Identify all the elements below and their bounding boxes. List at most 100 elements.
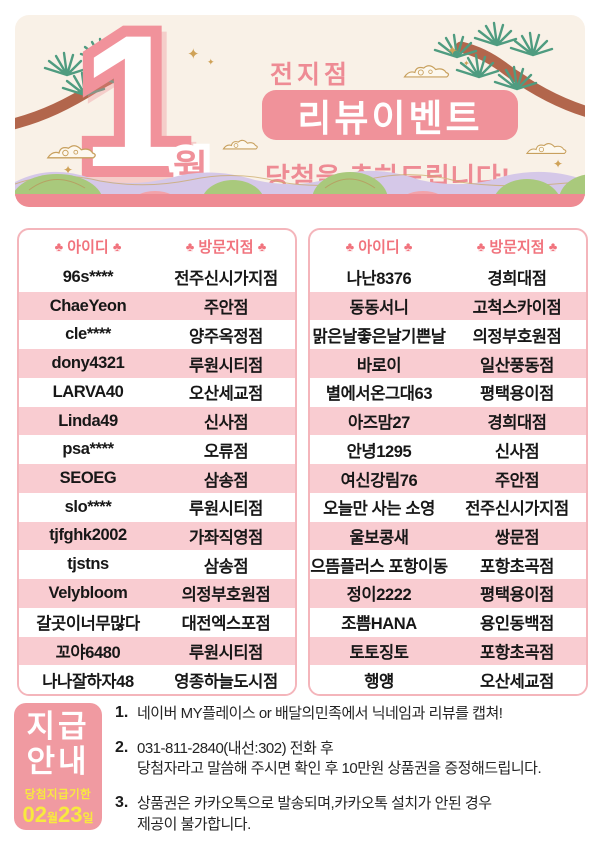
- winner-id: 울보콩새: [349, 528, 409, 547]
- winner-id: 바로이: [356, 356, 402, 375]
- branch-name: 경희대점: [487, 270, 547, 289]
- club-icon: ♣: [345, 239, 355, 254]
- branch-name: 오류점: [203, 442, 249, 461]
- winner-id: dony4321: [51, 354, 125, 373]
- table-body: 나난8376 경희대점 동동서니 고척스카이점 맑은날좋은날기쁜날 의정부호원점 바로이 일산…: [310, 263, 586, 694]
- winner-table-left: ♣ 아이디 ♣ ♣ 방문지점 ♣ 96s**** 전주신시가지점 ChaeYeon 주…: [17, 228, 297, 696]
- pine-tree-left-icon: [15, 37, 160, 130]
- club-icon: ♣: [403, 239, 413, 254]
- cloud-icon: [222, 139, 258, 150]
- branch-name: 일산풍동점: [480, 356, 554, 375]
- branch-name: 주안점: [494, 471, 540, 490]
- winner-id: tjstns: [67, 555, 109, 574]
- winner-id: ChaeYeon: [49, 296, 127, 315]
- winner-id: 꼬야6480: [55, 643, 121, 662]
- winner-tables: ♣ 아이디 ♣ ♣ 방문지점 ♣ 96s**** 전주신시가지점 ChaeYeon 주…: [17, 228, 588, 696]
- column-header-branch-label: 방문지점: [489, 239, 545, 256]
- table-header-row: ♣ 아이디 ♣ ♣ 방문지점 ♣: [310, 230, 586, 263]
- table-row: 오늘만 사는 소영 전주신시가지점: [310, 492, 586, 522]
- notice-item: 3. 상품권은 카카오톡으로 발송되며,카카오톡 설치가 안된 경우 제공이 불가합…: [115, 794, 594, 835]
- table-row: 아즈맘27 경희대점: [310, 406, 586, 436]
- branch-name: 루원시티점: [189, 356, 263, 375]
- cloud-icon: [525, 143, 567, 154]
- table-row: 꼬야6480 루원시티점: [19, 636, 295, 666]
- table-row: dony4321 루원시티점: [19, 349, 295, 378]
- table-row: Linda49 신사점: [19, 406, 295, 436]
- branch-name: 루원시티점: [189, 500, 263, 519]
- branch-name: 신사점: [203, 414, 249, 433]
- table-row: LARVA40 오산세교점: [19, 377, 295, 407]
- table-row: psa**** 오류점: [19, 435, 295, 465]
- branch-name: 경희대점: [487, 414, 547, 433]
- branch-name: 포항초곡점: [480, 557, 554, 576]
- branch-name: 대전엑스포점: [181, 615, 271, 634]
- table-row: 별에서온그대63 평택용이점: [310, 377, 586, 407]
- branch-name: 전주신시가지점: [174, 270, 278, 289]
- table-row: 안녕1295 신사점: [310, 435, 586, 465]
- branch-name: 고척스카이점: [472, 299, 562, 318]
- column-header-id: ♣ 아이디 ♣: [19, 236, 157, 257]
- club-icon: ♣: [54, 239, 64, 254]
- winner-id: Linda49: [58, 411, 118, 430]
- table-row: 여신강림76 주안점: [310, 464, 586, 493]
- header-bottom-bar: [15, 194, 585, 207]
- branch-name: 쌍문점: [494, 528, 540, 547]
- winner-id: 조쁨HANA: [341, 615, 417, 634]
- table-row: 나난8376 경희대점: [310, 263, 586, 292]
- table-row: Velybloom 의정부호원점: [19, 579, 295, 608]
- club-icon: ♣: [257, 239, 267, 254]
- winner-id: SEOEG: [59, 469, 117, 487]
- hills-decoration: [15, 170, 585, 196]
- winner-id: 맑은날좋은날기쁜날: [312, 327, 446, 346]
- winner-id: Velybloom: [48, 583, 128, 602]
- branch-name: 주안점: [203, 299, 249, 318]
- winner-id: 아즈맘27: [348, 414, 410, 433]
- winner-id: 토토징토: [349, 643, 409, 662]
- table-row: ChaeYeon 주안점: [19, 291, 295, 321]
- deadline-day: 23: [58, 802, 83, 828]
- table-row: 갈곳이너무많다 대전엑스포점: [19, 607, 295, 637]
- badge-title-line2: 안내: [26, 743, 90, 779]
- winner-table-right: ♣ 아이디 ♣ ♣ 방문지점 ♣ 나난8376 경희대점 동동서니 고척스카이점 맑은날…: [308, 228, 588, 696]
- table-row: SEOEG 삼송점: [19, 464, 295, 493]
- table-row: 울보콩새 쌍문점: [310, 521, 586, 551]
- month-number: 1 1: [70, 15, 211, 206]
- table-header-row: ♣ 아이디 ♣ ♣ 방문지점 ♣: [19, 230, 295, 263]
- club-icon: ♣: [112, 239, 122, 254]
- table-body: 96s**** 전주신시가지점 ChaeYeon 주안점 cle**** 양주옥정점 don…: [19, 263, 295, 694]
- notice-item-text: 상품권은 카카오톡으로 발송되며,카카오톡 설치가 안된 경우 제공이 불가합니다…: [137, 795, 492, 833]
- winner-id: cle****: [65, 325, 111, 344]
- notice-item-number: 2.: [115, 738, 129, 756]
- column-header-branch-label: 방문지점: [198, 239, 254, 256]
- table-row: tjstns 삼송점: [19, 550, 295, 580]
- notice-item: 2. 031-811-2840(내선:302) 전화 후 당첨자라고 말씀해 주시면…: [115, 739, 594, 780]
- month-number-fill: 1: [81, 15, 186, 206]
- winner-id: 별에서온그대63: [325, 385, 433, 404]
- column-header-branch: ♣ 방문지점 ♣: [448, 236, 586, 257]
- club-icon: ♣: [548, 239, 558, 254]
- pine-tree-right-icon: [433, 21, 585, 117]
- payment-guide-badge: 지급 안내 당첨지급기한 02월23일: [14, 703, 102, 830]
- table-row: tjfghk2002 가좌직영점: [19, 521, 295, 551]
- column-header-id-label: 아이디: [67, 239, 109, 256]
- branch-name: 신사점: [494, 442, 540, 461]
- column-header-id: ♣ 아이디 ♣: [310, 236, 448, 257]
- branch-name: 영종하늘도시점: [174, 672, 278, 691]
- branch-name: 평택용이점: [480, 385, 554, 404]
- notice-item: 1. 네이버 MY플레이스 or 배달의민족에서 닉네임과 리뷰를 캡쳐!: [115, 704, 594, 725]
- winner-id: 오늘만 사는 소영: [323, 500, 435, 519]
- club-icon: ♣: [185, 239, 195, 254]
- sparkle-icon: ✦: [463, 59, 470, 68]
- branch-name: 포항초곡점: [480, 643, 554, 662]
- table-row: 맑은날좋은날기쁜날 의정부호원점: [310, 320, 586, 350]
- deadline-day-suffix: 일: [82, 811, 94, 826]
- event-title: 리뷰이벤트: [297, 98, 483, 139]
- table-row: 정이2222 평택용이점: [310, 579, 586, 608]
- column-header-id-label: 아이디: [358, 239, 400, 256]
- sparkle-icon: ✦: [207, 57, 215, 67]
- winner-id: 안녕1295: [346, 442, 412, 461]
- notice-item-number: 3.: [115, 794, 129, 812]
- winner-id: 갈곳이너무많다: [36, 615, 140, 634]
- table-row: slo**** 루원시티점: [19, 492, 295, 522]
